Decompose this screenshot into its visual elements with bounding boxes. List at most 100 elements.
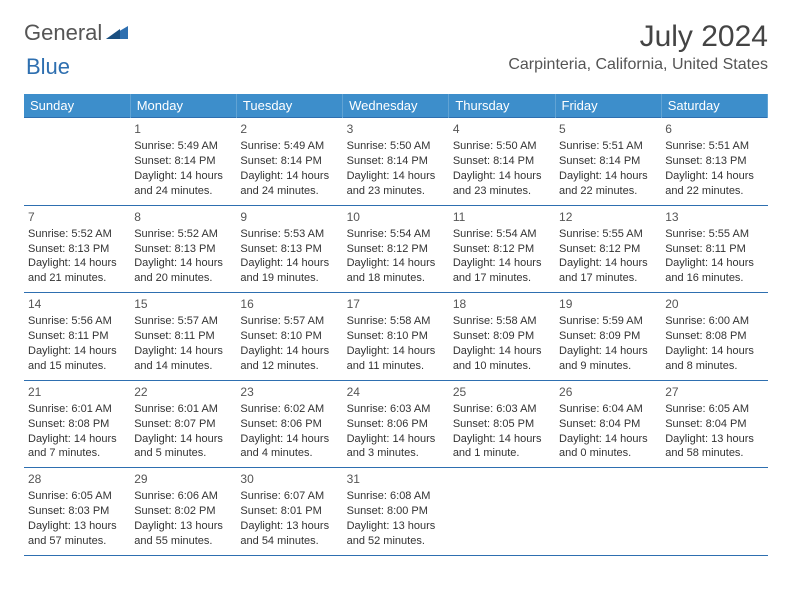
day-number: 27 bbox=[665, 384, 763, 400]
day-sunrise: Sunrise: 5:52 AM bbox=[28, 227, 126, 242]
day-sunset: Sunset: 8:08 PM bbox=[28, 417, 126, 432]
day-sunrise: Sunrise: 5:57 AM bbox=[134, 314, 232, 329]
day-day2: and 54 minutes. bbox=[240, 534, 338, 549]
day-sunset: Sunset: 8:12 PM bbox=[559, 242, 657, 257]
day-sunrise: Sunrise: 6:01 AM bbox=[134, 402, 232, 417]
day-sunrise: Sunrise: 6:08 AM bbox=[347, 489, 445, 504]
day-day1: Daylight: 14 hours bbox=[453, 256, 551, 271]
day-sunset: Sunset: 8:13 PM bbox=[665, 154, 763, 169]
day-sunrise: Sunrise: 5:52 AM bbox=[134, 227, 232, 242]
logo-text-general: General bbox=[24, 20, 102, 46]
day-day1: Daylight: 14 hours bbox=[240, 344, 338, 359]
calendar-day-cell: 27Sunrise: 6:05 AMSunset: 8:04 PMDayligh… bbox=[661, 380, 767, 468]
day-number: 10 bbox=[347, 209, 445, 225]
day-day1: Daylight: 14 hours bbox=[347, 344, 445, 359]
day-sunrise: Sunrise: 5:49 AM bbox=[134, 139, 232, 154]
weekday-header: Wednesday bbox=[343, 94, 449, 118]
day-day2: and 23 minutes. bbox=[347, 184, 445, 199]
calendar-day-cell bbox=[24, 118, 130, 206]
day-sunrise: Sunrise: 5:51 AM bbox=[559, 139, 657, 154]
day-day2: and 55 minutes. bbox=[134, 534, 232, 549]
day-number: 14 bbox=[28, 296, 126, 312]
day-day2: and 21 minutes. bbox=[28, 271, 126, 286]
day-number: 12 bbox=[559, 209, 657, 225]
calendar-day-cell bbox=[555, 468, 661, 556]
day-day2: and 57 minutes. bbox=[28, 534, 126, 549]
day-day1: Daylight: 14 hours bbox=[134, 432, 232, 447]
day-sunset: Sunset: 8:09 PM bbox=[559, 329, 657, 344]
day-day1: Daylight: 14 hours bbox=[240, 169, 338, 184]
day-sunrise: Sunrise: 5:54 AM bbox=[347, 227, 445, 242]
day-number: 5 bbox=[559, 121, 657, 137]
calendar-day-cell: 4Sunrise: 5:50 AMSunset: 8:14 PMDaylight… bbox=[449, 118, 555, 206]
day-day1: Daylight: 14 hours bbox=[453, 344, 551, 359]
day-day2: and 14 minutes. bbox=[134, 359, 232, 374]
day-sunset: Sunset: 8:05 PM bbox=[453, 417, 551, 432]
day-day1: Daylight: 14 hours bbox=[665, 256, 763, 271]
calendar-day-cell: 19Sunrise: 5:59 AMSunset: 8:09 PMDayligh… bbox=[555, 293, 661, 381]
calendar-day-cell: 14 Sunrise: 5:56 AMSunset: 8:11 PMDayligh… bbox=[24, 293, 130, 381]
logo: General bbox=[24, 20, 130, 46]
calendar-day-cell: 20Sunrise: 6:00 AMSunset: 8:08 PMDayligh… bbox=[661, 293, 767, 381]
calendar-day-cell: 22Sunrise: 6:01 AMSunset: 8:07 PMDayligh… bbox=[130, 380, 236, 468]
day-day1: Daylight: 14 hours bbox=[347, 432, 445, 447]
day-day1: Daylight: 13 hours bbox=[347, 519, 445, 534]
day-day1: Daylight: 14 hours bbox=[559, 169, 657, 184]
day-sunset: Sunset: 8:04 PM bbox=[665, 417, 763, 432]
day-sunset: Sunset: 8:13 PM bbox=[134, 242, 232, 257]
weekday-header: Tuesday bbox=[236, 94, 342, 118]
day-day2: and 23 minutes. bbox=[453, 184, 551, 199]
day-number: 11 bbox=[453, 209, 551, 225]
title-block: July 2024 Carpinteria, California, Unite… bbox=[508, 20, 768, 74]
day-day1: Daylight: 13 hours bbox=[134, 519, 232, 534]
day-sunset: Sunset: 8:14 PM bbox=[240, 154, 338, 169]
day-day2: and 22 minutes. bbox=[665, 184, 763, 199]
day-day1: Daylight: 14 hours bbox=[134, 344, 232, 359]
day-day1: Daylight: 14 hours bbox=[347, 169, 445, 184]
calendar-day-cell: 2Sunrise: 5:49 AMSunset: 8:14 PMDaylight… bbox=[236, 118, 342, 206]
calendar-week-row: 21Sunrise: 6:01 AMSunset: 8:08 PMDayligh… bbox=[24, 380, 768, 468]
day-sunset: Sunset: 8:08 PM bbox=[665, 329, 763, 344]
calendar-day-cell: 31Sunrise: 6:08 AMSunset: 8:00 PMDayligh… bbox=[343, 468, 449, 556]
day-number: 23 bbox=[240, 384, 338, 400]
day-day1: Daylight: 14 hours bbox=[28, 344, 126, 359]
day-number: 25 bbox=[453, 384, 551, 400]
calendar-day-cell: 6Sunrise: 5:51 AMSunset: 8:13 PMDaylight… bbox=[661, 118, 767, 206]
weekday-header-row: SundayMondayTuesdayWednesdayThursdayFrid… bbox=[24, 94, 768, 118]
day-day2: and 19 minutes. bbox=[240, 271, 338, 286]
day-number: 22 bbox=[134, 384, 232, 400]
weekday-header: Thursday bbox=[449, 94, 555, 118]
day-number: 7 bbox=[28, 209, 126, 225]
day-day2: and 1 minute. bbox=[453, 446, 551, 461]
logo-triangle-icon bbox=[106, 23, 128, 44]
day-sunset: Sunset: 8:10 PM bbox=[347, 329, 445, 344]
day-sunset: Sunset: 8:14 PM bbox=[347, 154, 445, 169]
day-sunset: Sunset: 8:06 PM bbox=[347, 417, 445, 432]
calendar-day-cell: 15Sunrise: 5:57 AMSunset: 8:11 PMDayligh… bbox=[130, 293, 236, 381]
day-sunset: Sunset: 8:14 PM bbox=[453, 154, 551, 169]
day-sunrise: Sunrise: 6:01 AM bbox=[28, 402, 126, 417]
day-sunrise: Sunrise: 5:58 AM bbox=[453, 314, 551, 329]
calendar-day-cell: 28Sunrise: 6:05 AMSunset: 8:03 PMDayligh… bbox=[24, 468, 130, 556]
day-sunrise: Sunrise: 5:56 AM bbox=[28, 314, 126, 329]
day-sunset: Sunset: 8:11 PM bbox=[28, 329, 126, 344]
day-sunset: Sunset: 8:06 PM bbox=[240, 417, 338, 432]
calendar-week-row: 1Sunrise: 5:49 AMSunset: 8:14 PMDaylight… bbox=[24, 118, 768, 206]
weekday-header: Monday bbox=[130, 94, 236, 118]
day-sunrise: Sunrise: 5:55 AM bbox=[665, 227, 763, 242]
day-sunrise: Sunrise: 5:59 AM bbox=[559, 314, 657, 329]
day-number: 17 bbox=[347, 296, 445, 312]
day-sunset: Sunset: 8:03 PM bbox=[28, 504, 126, 519]
day-day2: and 18 minutes. bbox=[347, 271, 445, 286]
calendar-day-cell: 30Sunrise: 6:07 AMSunset: 8:01 PMDayligh… bbox=[236, 468, 342, 556]
calendar-day-cell: 5Sunrise: 5:51 AMSunset: 8:14 PMDaylight… bbox=[555, 118, 661, 206]
day-day1: Daylight: 14 hours bbox=[453, 432, 551, 447]
day-number: 9 bbox=[240, 209, 338, 225]
day-sunrise: Sunrise: 6:03 AM bbox=[453, 402, 551, 417]
calendar-day-cell: 3Sunrise: 5:50 AMSunset: 8:14 PMDaylight… bbox=[343, 118, 449, 206]
day-sunrise: Sunrise: 5:55 AM bbox=[559, 227, 657, 242]
calendar-day-cell bbox=[661, 468, 767, 556]
day-sunrise: Sunrise: 5:49 AM bbox=[240, 139, 338, 154]
calendar-day-cell: 13Sunrise: 5:55 AMSunset: 8:11 PMDayligh… bbox=[661, 205, 767, 293]
day-day2: and 17 minutes. bbox=[453, 271, 551, 286]
